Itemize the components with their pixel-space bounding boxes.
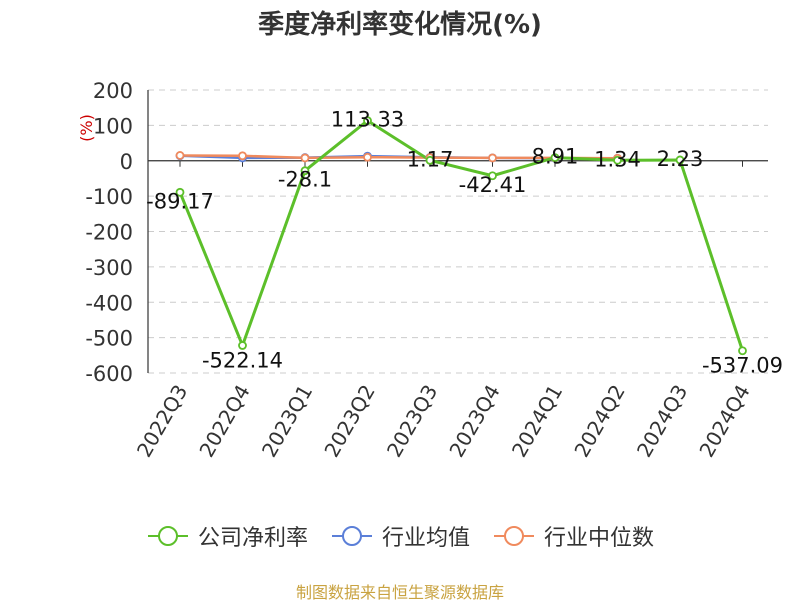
x-tick-label: 2024Q4 <box>694 381 754 462</box>
x-tick-label: 2023Q3 <box>382 381 442 462</box>
data-label: -42.41 <box>459 173 527 197</box>
data-label: 1.17 <box>407 147 454 171</box>
x-tick-label: 2024Q3 <box>632 381 692 462</box>
legend-swatch <box>147 526 188 546</box>
y-axis-label: (%) <box>77 114 96 142</box>
source-note: 制图数据来自恒生聚源数据库 <box>295 583 504 602</box>
y-tick-label: -500 <box>85 327 133 351</box>
series-points <box>175 116 747 356</box>
y-tick-label: -300 <box>85 256 133 280</box>
data-label: 1.34 <box>594 147 641 171</box>
y-tick-label: -200 <box>85 221 133 245</box>
y-tick-label: -400 <box>85 291 133 315</box>
series-point-0 <box>738 346 747 356</box>
y-tick-label: 100 <box>93 114 133 138</box>
data-labels: -89.17 -522.14 -28.1 113.331.17-42.418.91 1.… <box>146 108 783 378</box>
series-line-0 <box>178 119 744 352</box>
series-line-2 <box>179 154 618 160</box>
axes: 200 100 0 -100 -200 -300 -400 -500 -600 (%) 2022Q3… <box>77 79 768 461</box>
series-point-2 <box>363 152 372 162</box>
series-point-0 <box>175 187 185 197</box>
y-tick-label: 200 <box>93 79 133 103</box>
data-label: -28.1 <box>278 168 332 192</box>
data-label: -522.14 <box>202 348 283 372</box>
y-tick-label: 0 <box>120 150 133 174</box>
series-point-0 <box>300 166 310 176</box>
legend: 公司净利率 行业均值 行业中位数 <box>0 520 800 552</box>
x-tick-label: 2024Q1 <box>507 381 567 462</box>
x-tick-label: 2022Q4 <box>194 381 254 462</box>
data-label: 113.33 <box>331 108 404 132</box>
legend-label: 行业中位数 <box>544 526 655 551</box>
data-label: 8.91 <box>532 145 579 169</box>
series-point-2 <box>488 153 497 163</box>
grid-lines <box>148 89 768 374</box>
x-tick-label: 2023Q2 <box>319 381 379 462</box>
legend-label: 行业均值 <box>381 526 470 551</box>
series-lines <box>178 119 744 352</box>
y-tick-label: -100 <box>85 185 133 209</box>
series-point-2 <box>238 151 247 161</box>
series-point-0 <box>363 116 372 126</box>
series-point-0 <box>425 155 435 165</box>
legend-item[interactable]: 公司净利率 <box>146 520 308 552</box>
x-tick-label: 2024Q2 <box>569 381 629 462</box>
series-point-0 <box>675 155 685 165</box>
series-point-2 <box>300 153 310 163</box>
series-point-0 <box>550 153 560 162</box>
series-point-0 <box>488 171 497 181</box>
y-tick-label: -600 <box>85 362 133 386</box>
x-tick-label: 2023Q1 <box>257 381 317 462</box>
data-label: -537.09 <box>702 354 783 378</box>
series-point-0 <box>238 341 247 350</box>
x-tick-label: 2022Q3 <box>132 381 192 462</box>
legend-item[interactable]: 行业均值 <box>330 520 470 552</box>
legend-label: 公司净利率 <box>197 526 308 551</box>
series-point-0 <box>613 155 622 165</box>
series-point-2 <box>175 151 185 160</box>
legend-swatch <box>494 526 534 546</box>
x-tick-label: 2023Q4 <box>444 381 504 462</box>
data-label: 2.23 <box>657 147 704 171</box>
data-label: -89.17 <box>146 189 214 213</box>
legend-item[interactable]: 行业中位数 <box>492 520 654 552</box>
legend-swatch <box>331 526 372 546</box>
chart-title: 季度净利率变化情况(%) <box>258 10 542 40</box>
